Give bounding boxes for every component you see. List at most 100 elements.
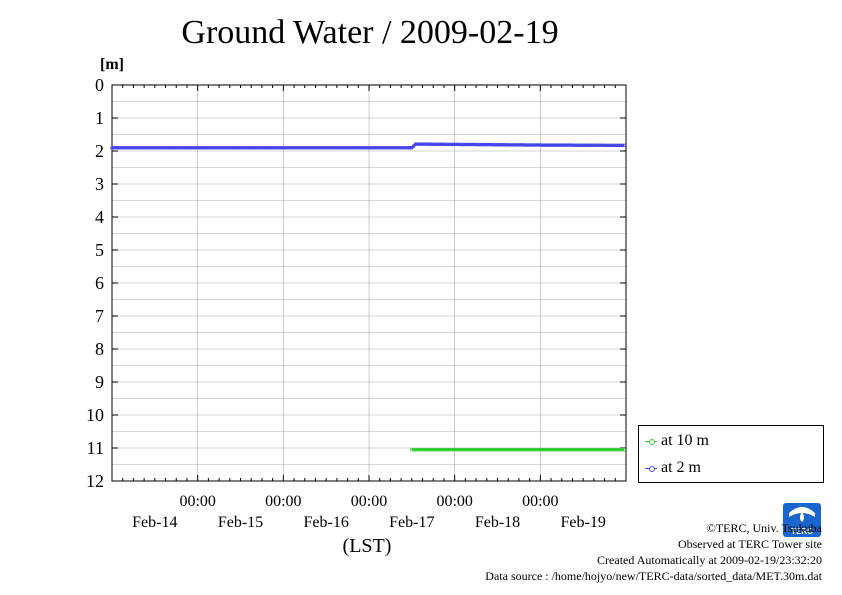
series-point [533,447,537,452]
series-point [608,143,612,148]
series-point [353,145,358,150]
series-point [510,143,514,147]
series-point [615,447,619,452]
series-point [110,145,114,150]
series-point [558,143,562,147]
series-point [145,145,150,150]
series-line-1 [112,143,625,149]
series-point [542,143,546,147]
series-point [609,447,614,452]
series-point [332,145,336,150]
series-point [350,145,354,150]
series-point [472,447,477,452]
series-point [617,447,621,452]
series-point [593,447,598,452]
series-point [559,143,564,147]
series-point [479,142,484,147]
series-point [326,145,331,150]
series-point [359,145,363,150]
series-point [206,145,211,150]
series-point [595,143,600,148]
series-point [468,447,473,452]
series-point [222,145,227,150]
series-point [618,447,623,452]
x-axis-label: (LST) [343,535,392,557]
series-point [185,145,189,150]
y-tick-label: 10 [86,405,104,425]
series-point [413,447,418,452]
series-point [147,145,152,150]
series-point [565,143,569,147]
series-point [422,142,427,146]
series-point [583,143,587,147]
series-point [592,447,596,452]
series-point [543,447,548,452]
series-point [488,447,493,452]
series-point [551,143,555,147]
series-point [576,143,580,147]
series-point [364,145,369,150]
series-point [495,142,500,147]
series-point [593,143,598,148]
series-point [535,143,539,147]
series-point [306,145,311,150]
series-point [545,447,550,452]
series-point [417,142,421,146]
series-point [224,145,228,150]
series-point [278,145,282,150]
series-point [454,142,459,147]
series-point [529,143,534,147]
series-point [561,447,566,452]
series-point [588,447,593,452]
series-point [567,447,571,452]
series-point [499,447,503,452]
series-point [452,447,457,452]
series-point [427,142,432,146]
series-point [115,145,120,150]
series-point [149,145,154,150]
logo-text: TERC [791,527,813,536]
series-point [554,447,559,452]
series-point [382,145,387,150]
series-point [131,145,136,150]
y-tick-label: 7 [95,306,104,326]
y-tick-label: 6 [95,273,104,293]
series-point [201,145,205,150]
series-point [431,447,436,452]
series-point [276,145,280,150]
series-point [235,145,239,150]
series-point [568,447,573,452]
series-point [493,447,498,452]
series-point [226,145,230,150]
series-point [463,142,468,147]
series-point [510,447,514,452]
credit-copyright: ©TERC, Univ. Tsukuba [706,521,822,535]
series-point [543,143,548,147]
series-point [310,145,315,150]
series-point [477,447,482,452]
series-point [554,143,559,147]
series-point [420,142,425,146]
series-point [531,143,535,147]
series-point [303,145,307,150]
series-point [442,447,446,452]
series-point [472,142,477,147]
series-point [599,143,603,148]
series-point [540,143,544,147]
series-point [449,142,453,147]
series-point [458,142,462,147]
series-point [604,143,609,148]
series-point [542,447,546,452]
series-point [508,447,512,452]
series-point [272,145,277,150]
series-point [438,142,443,147]
series-lines [110,142,626,452]
series-point [256,145,261,150]
series-point [433,142,437,146]
x-tick-time-label: 00:00 [522,493,558,510]
series-point [443,142,448,147]
series-point [408,145,412,150]
series-point [192,145,196,150]
series-point [199,145,203,150]
series-point [574,143,578,147]
